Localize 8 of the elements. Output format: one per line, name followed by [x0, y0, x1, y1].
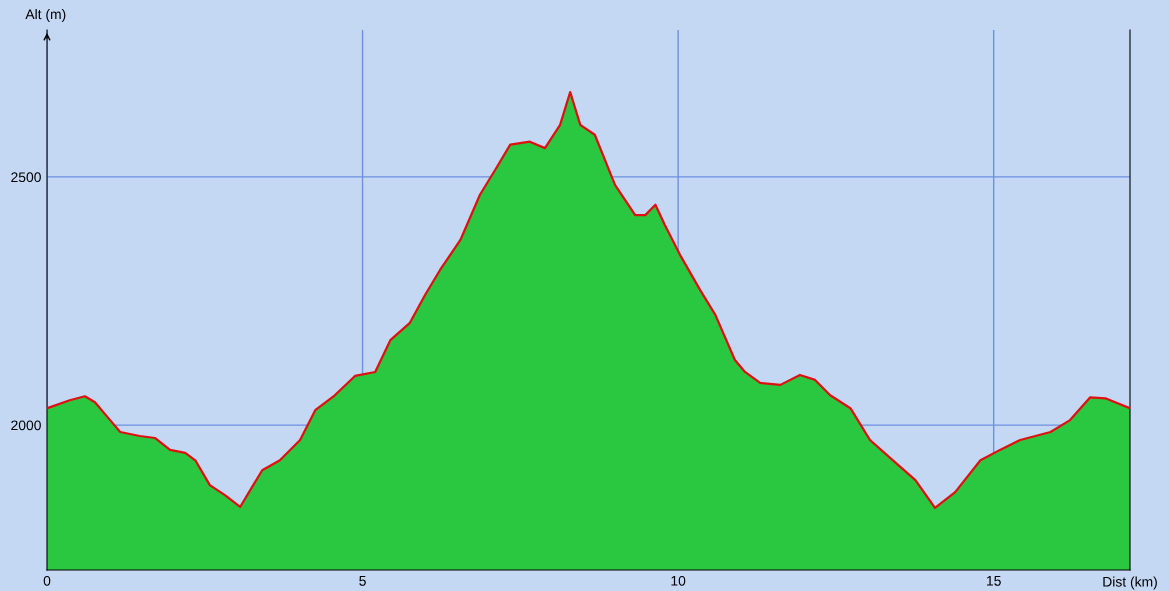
y-tick-label: 2000 [11, 420, 41, 431]
y-tick-label: 2500 [11, 172, 41, 183]
y-axis-title: Alt (m) [25, 8, 66, 22]
x-tick-label: 0 [43, 575, 51, 586]
x-tick-label: 15 [987, 576, 1001, 586]
x-tick-label: 10 [671, 575, 686, 586]
x-tick-label: 5 [359, 576, 366, 586]
x-axis-title: Dist (km) [1103, 576, 1157, 590]
